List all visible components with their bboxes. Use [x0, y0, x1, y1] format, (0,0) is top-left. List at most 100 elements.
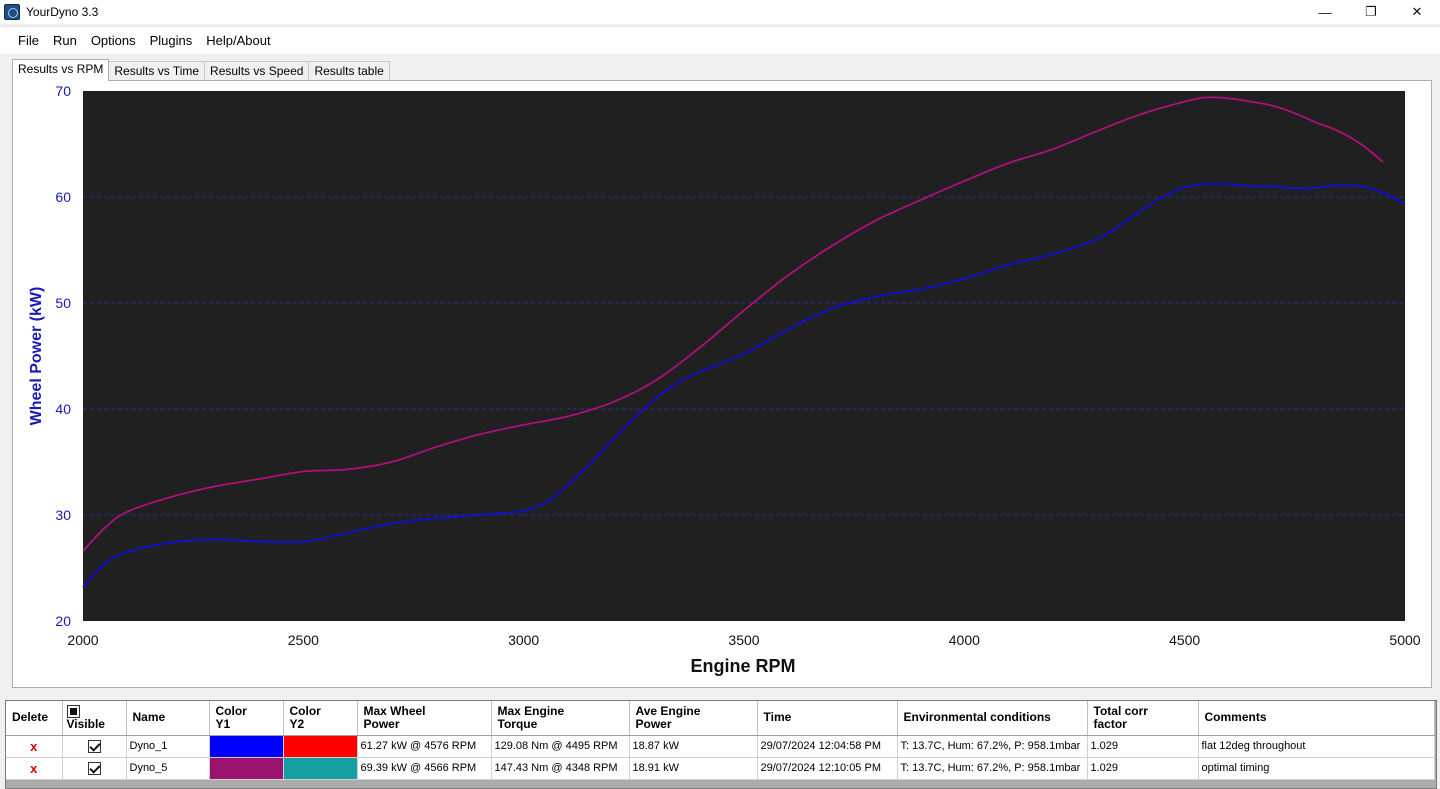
ave-engine-power: 18.87 kW — [629, 735, 758, 758]
visible-cell — [62, 757, 127, 780]
series-line-1 — [82, 182, 1406, 588]
col-aep-line2: Power — [635, 716, 672, 731]
col-color-y2-line1: Color — [289, 703, 321, 718]
max-wheel-power: 69.39 kW @ 4566 RPM — [357, 757, 492, 780]
col-corr-line1: Total corr — [1093, 703, 1148, 718]
max-engine-torque: 147.43 Nm @ 4348 RPM — [491, 757, 630, 780]
tab-results-vs-rpm[interactable]: Results vs RPM — [12, 59, 110, 81]
series-lines — [82, 96, 1406, 588]
run-time: 29/07/2024 12:10:05 PM — [757, 757, 898, 780]
color-y2-swatch[interactable] — [283, 735, 357, 757]
delete-icon[interactable]: x — [6, 757, 63, 780]
ave-engine-power: 18.91 kW — [629, 757, 758, 780]
col-name[interactable]: Name — [126, 701, 210, 736]
col-ave-engine-power[interactable]: Ave Engine Power — [629, 701, 758, 736]
comments[interactable]: optimal timing — [1198, 757, 1435, 780]
col-met-line2: Torque — [497, 716, 538, 731]
col-max-engine-torque[interactable]: Max Engine Torque — [491, 701, 630, 736]
col-color-y1[interactable]: Color Y1 — [209, 701, 284, 736]
visible-checkbox[interactable] — [87, 739, 101, 753]
y-tick-label: 30 — [55, 507, 71, 523]
menu-help-about[interactable]: Help/About — [206, 32, 271, 48]
x-tick-label: 3000 — [508, 632, 539, 648]
col-aep-line1: Ave Engine — [635, 703, 701, 718]
corr-factor: 1.029 — [1087, 757, 1199, 780]
col-color-y2[interactable]: Color Y2 — [283, 701, 358, 736]
tab-results-vs-speed[interactable]: Results vs Speed — [204, 61, 310, 81]
max-engine-torque: 129.08 Nm @ 4495 RPM — [491, 735, 630, 758]
plot-area — [83, 91, 1405, 621]
col-time[interactable]: Time — [757, 701, 898, 736]
visible-checkbox[interactable] — [87, 761, 101, 775]
env-conditions: T: 13.7C, Hum: 67.2%, P: 958.1mbar — [897, 757, 1088, 780]
run-name: Dyno_5 — [126, 757, 210, 780]
y-tick-label: 60 — [55, 189, 71, 205]
corr-factor: 1.029 — [1087, 735, 1199, 758]
run-time: 29/07/2024 12:04:58 PM — [757, 735, 898, 758]
col-visible-label: Visible — [66, 716, 105, 731]
chart-panel: 2000 2500 3000 3500 4000 4500 5000 20 30 40 50 60 7… — [12, 80, 1432, 688]
power-chart: 2000 2500 3000 3500 4000 4500 5000 20 30 40 50 60 7… — [28, 83, 1421, 676]
menu-file[interactable]: File — [18, 32, 39, 48]
color-y2-cell[interactable] — [283, 757, 358, 780]
comments[interactable]: flat 12deg throughout — [1198, 735, 1435, 758]
col-env[interactable]: Environmental conditions — [897, 701, 1088, 736]
col-color-y1-line2: Y1 — [215, 716, 231, 731]
table-row[interactable]: x Dyno_5 69.39 kW @ 4566 RPM 147.43 Nm @… — [6, 757, 1435, 780]
x-tick-label: 2500 — [288, 632, 319, 648]
runs-table: Delete Visible Name Color Y1 Color Y2 Max … — [6, 701, 1435, 780]
col-color-y1-line1: Color — [215, 703, 247, 718]
color-y2-cell[interactable] — [283, 735, 358, 758]
series-line-2 — [82, 96, 1384, 552]
menu-run[interactable]: Run — [52, 32, 77, 48]
y-axis-ticks: 20 30 40 50 60 70 — [55, 83, 71, 629]
tab-strip: Results vs RPM Results vs Time Results v… — [12, 59, 390, 81]
color-y1-swatch[interactable] — [209, 757, 283, 779]
y-tick-label: 20 — [55, 613, 71, 629]
grid-lines — [83, 196, 1405, 516]
x-axis-ticks: 2000 2500 3000 3500 4000 4500 5000 — [67, 632, 1420, 648]
table-header-row: Delete Visible Name Color Y1 Color Y2 Max … — [6, 701, 1435, 736]
title-bar: YourDyno 3.3 — ❐ ✕ — [0, 0, 1440, 24]
col-met-line1: Max Engine — [497, 703, 565, 718]
app-icon — [4, 4, 20, 20]
x-tick-label: 4500 — [1169, 632, 1200, 648]
color-y1-cell[interactable] — [209, 757, 284, 780]
table-row[interactable]: x Dyno_1 61.27 kW @ 4576 RPM 129.08 Nm @… — [6, 735, 1435, 758]
visible-all-checkbox[interactable] — [66, 704, 80, 718]
x-axis-label: Engine RPM — [690, 656, 795, 676]
delete-icon[interactable]: x — [6, 735, 63, 758]
close-icon[interactable]: ✕ — [1411, 4, 1423, 19]
x-tick-label: 2000 — [67, 632, 98, 648]
minimize-icon[interactable]: — — [1318, 4, 1332, 20]
tab-results-table[interactable]: Results table — [308, 61, 390, 81]
color-y2-swatch[interactable] — [283, 757, 357, 779]
menu-plugins[interactable]: Plugins — [149, 32, 193, 48]
visible-cell — [62, 735, 127, 758]
col-max-wheel-power[interactable]: Max Wheel Power — [357, 701, 492, 736]
col-delete[interactable]: Delete — [6, 701, 63, 736]
y-tick-label: 50 — [55, 295, 71, 311]
restore-icon[interactable]: ❐ — [1365, 4, 1377, 19]
runs-table-panel: Delete Visible Name Color Y1 Color Y2 Max … — [5, 700, 1437, 789]
x-tick-label: 5000 — [1389, 632, 1420, 648]
x-tick-label: 3500 — [728, 632, 759, 648]
menu-bar: File Run Options Plugins Help/About — [0, 26, 1440, 54]
tab-results-vs-time[interactable]: Results vs Time — [108, 61, 206, 81]
col-mwp-line1: Max Wheel — [363, 703, 426, 718]
col-visible[interactable]: Visible — [62, 701, 127, 736]
x-tick-label: 4000 — [949, 632, 980, 648]
window-title: YourDyno 3.3 — [26, 5, 99, 19]
run-name: Dyno_1 — [126, 735, 210, 758]
col-mwp-line2: Power — [363, 716, 400, 731]
y-tick-label: 70 — [55, 83, 71, 99]
col-comments[interactable]: Comments — [1198, 701, 1435, 736]
y-tick-label: 40 — [55, 401, 71, 417]
col-corr[interactable]: Total corr factor — [1087, 701, 1199, 736]
max-wheel-power: 61.27 kW @ 4576 RPM — [357, 735, 492, 758]
y-axis-label: Wheel Power (kW) — [28, 287, 45, 426]
col-color-y2-line2: Y2 — [289, 716, 305, 731]
color-y1-cell[interactable] — [209, 735, 284, 758]
color-y1-swatch[interactable] — [209, 735, 283, 757]
menu-options[interactable]: Options — [90, 32, 136, 48]
